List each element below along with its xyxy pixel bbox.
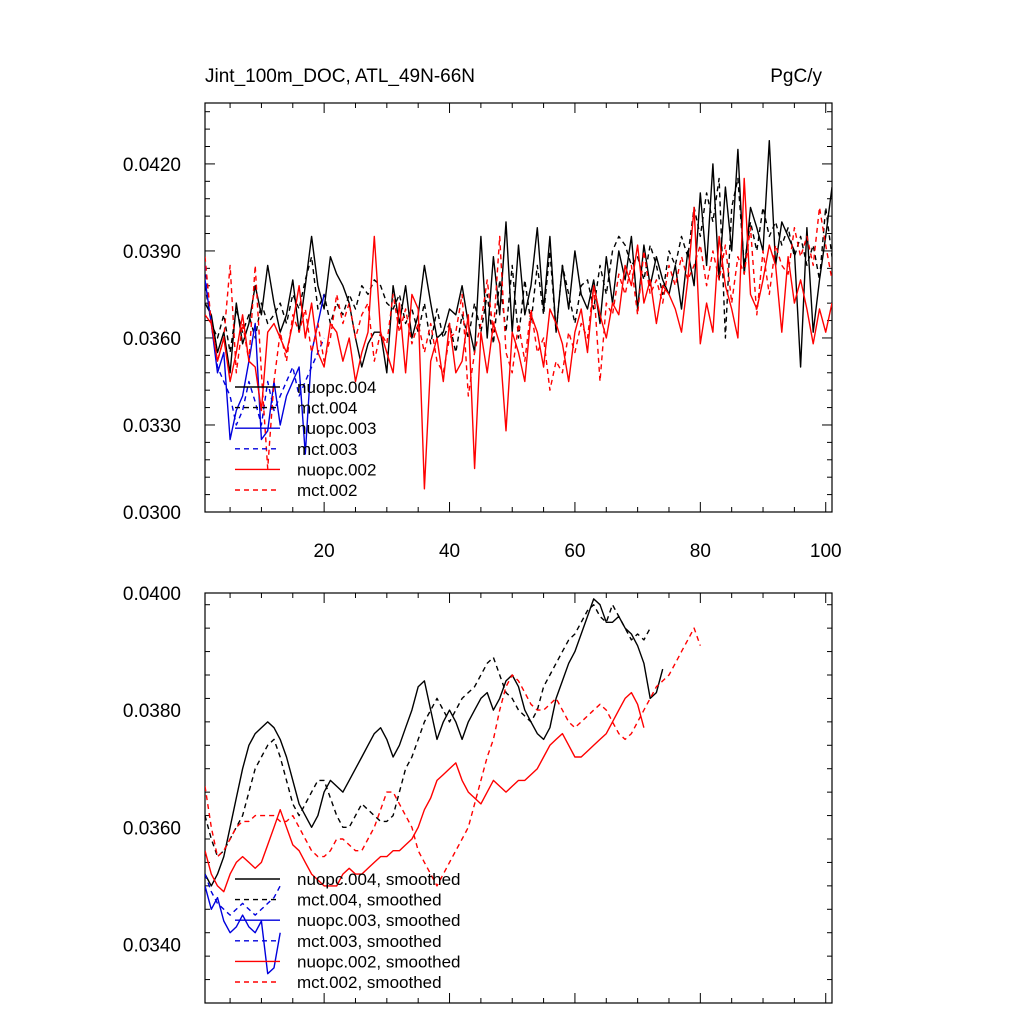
- series-line-nuopc-002: [205, 177, 832, 490]
- y-tick-label: 0.0360: [123, 329, 181, 350]
- legend-label: nuopc.003: [297, 419, 376, 438]
- y-tick-label: 0.0400: [123, 584, 181, 605]
- legend-label: mct.003, smoothed: [297, 932, 442, 951]
- plot-frame: [204, 102, 833, 513]
- legend-label: nuopc.002: [297, 460, 376, 479]
- chart-units: PgC/y: [770, 66, 822, 87]
- legend-label: mct.003: [297, 440, 357, 459]
- legend-label: nuopc.004, smoothed: [297, 870, 461, 889]
- series-line-mct-003-smoothed: [205, 873, 281, 916]
- chart-title: Jint_100m_DOC, ATL_49N-66N: [205, 66, 475, 87]
- legend-label: mct.002, smoothed: [297, 973, 442, 992]
- legend-label: mct.004: [297, 399, 357, 418]
- series-line-mct-002-smoothed: [205, 627, 701, 887]
- x-tick-label: 100: [810, 541, 842, 562]
- y-tick-label: 0.0380: [123, 701, 181, 722]
- legend-label: mct.004, smoothed: [297, 891, 442, 910]
- series-line-nuopc-003: [205, 279, 325, 455]
- y-tick-label: 0.0420: [123, 155, 181, 176]
- bottom-panel: 0.0340 0.0360 0.0380 0.0400 nuopc.004, smoot…: [123, 584, 833, 1004]
- series-line-mct-004-smoothed: [205, 604, 651, 858]
- legend-label: mct.002: [297, 481, 357, 500]
- y-tick-label: 0.0390: [123, 242, 181, 263]
- y-tick-label: 0.0300: [123, 503, 181, 524]
- x-tick-label: 80: [690, 541, 711, 562]
- y-tick-label: 0.0330: [123, 416, 181, 437]
- series-line-mct-002: [205, 206, 832, 470]
- x-tick-label: 20: [314, 541, 335, 562]
- series-line-nuopc-003-smoothed: [205, 885, 281, 975]
- series-line-nuopc-004: [205, 139, 832, 374]
- x-tick-label: 60: [564, 541, 585, 562]
- plot-frame: [204, 592, 833, 1004]
- series-line-nuopc-004-smoothed: [205, 598, 664, 887]
- x-tick-label: 40: [439, 541, 460, 562]
- top-panel: 0.0300 0.0330 0.0360 0.0390 0.0420 20 40 60 80 10…: [123, 102, 842, 562]
- y-tick-label: 0.0340: [123, 935, 181, 956]
- series-line-nuopc-002-smoothed: [205, 691, 645, 893]
- legend-label: nuopc.003, smoothed: [297, 911, 461, 930]
- legend-label: nuopc.004: [297, 378, 376, 397]
- legend-label: nuopc.002, smoothed: [297, 952, 461, 971]
- y-tick-label: 0.0360: [123, 818, 181, 839]
- series-line-mct-003: [205, 265, 325, 426]
